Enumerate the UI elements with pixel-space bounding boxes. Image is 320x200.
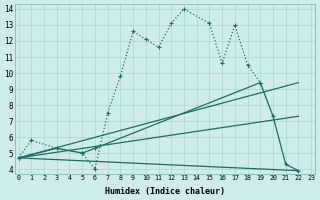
X-axis label: Humidex (Indice chaleur): Humidex (Indice chaleur) xyxy=(105,187,225,196)
